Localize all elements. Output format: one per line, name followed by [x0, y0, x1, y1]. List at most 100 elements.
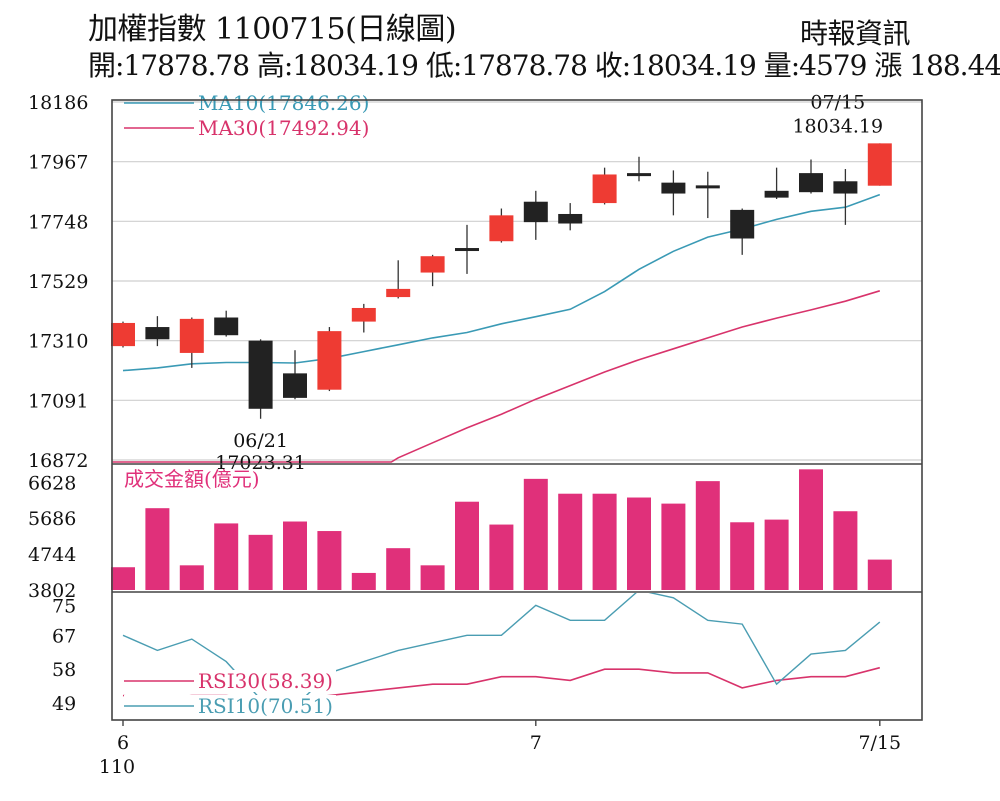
candle-23	[867, 143, 892, 186]
price-tick-label: 18186	[28, 92, 88, 114]
candle-body	[283, 373, 307, 398]
candle-13	[523, 190, 548, 240]
candle-17	[661, 170, 686, 216]
ohlc-stats: 開:17878.78 高:18034.19 低:17878.78 收:18034…	[88, 49, 1000, 82]
candle-7	[317, 327, 342, 392]
ma10-legend-label: MA10(17846.26)	[198, 91, 369, 115]
candle-body	[695, 185, 720, 189]
volume-bar-14	[558, 493, 583, 590]
candle-5	[248, 339, 273, 419]
volume-tick-label: 3802	[28, 580, 76, 602]
chart-frame	[111, 99, 923, 721]
candle-12	[489, 208, 514, 243]
rsi-tick-label: 49	[52, 693, 76, 715]
volume-title: 成交金額(億元)	[124, 467, 260, 491]
candle-16	[627, 156, 651, 182]
x-tick-label: 7/15	[858, 732, 901, 754]
candle-body	[592, 174, 617, 204]
candle-body	[351, 307, 376, 322]
grid-lines	[112, 101, 922, 461]
price-tick-label: 17967	[28, 152, 88, 174]
low-annotation-date: 06/21	[233, 430, 288, 452]
candle-4	[214, 310, 239, 337]
volume-tick-label: 4744	[28, 544, 76, 566]
price-panel: MA10(17846.26)MA30(17492.94) 06/2117023.3…	[111, 91, 892, 474]
candle-body	[730, 209, 755, 239]
candle-body	[867, 143, 892, 186]
volume-bar-11	[455, 501, 479, 590]
rsi10-legend-label: RSI10(70.51)	[198, 694, 333, 718]
source-label: 時報資訊	[800, 17, 911, 50]
rsi30-legend-label: RSI30(58.39)	[198, 669, 333, 693]
candle-body	[386, 288, 411, 298]
candle-body	[558, 213, 583, 224]
rsi-tick-label: 67	[52, 625, 76, 647]
volume-bar-22	[833, 511, 858, 590]
candle-body	[317, 331, 342, 390]
volume-bar-1	[111, 567, 135, 590]
volume-bar-2	[145, 508, 170, 590]
candle-19	[730, 208, 755, 255]
candle-15	[592, 167, 617, 205]
volume-bar-8	[351, 572, 376, 590]
volume-bar-3	[179, 565, 204, 590]
price-tick-label: 17748	[28, 211, 88, 233]
candle-6	[283, 350, 307, 400]
candle-body	[764, 190, 789, 198]
volume-panel: 成交金額(億元)	[111, 467, 892, 590]
rsi-panel: RSI30(58.39)RSI10(70.51)	[122, 593, 881, 718]
high-annotation-date: 07/15	[810, 91, 865, 113]
volume-bar-23	[867, 559, 892, 590]
volume-bar-19	[730, 522, 755, 590]
volume-bar-9	[386, 548, 411, 590]
candle-body	[145, 327, 170, 340]
volume-bar-15	[592, 493, 617, 590]
price-tick-label: 17310	[28, 331, 88, 353]
candle-body	[111, 322, 135, 347]
candle-2	[145, 316, 170, 347]
candle-body	[661, 182, 686, 194]
candle-11	[455, 224, 479, 274]
candle-21	[799, 159, 823, 194]
volume-bar-13	[523, 478, 548, 590]
candle-body	[248, 340, 273, 409]
volume-bar-7	[317, 531, 342, 590]
volume-bar-18	[695, 481, 720, 590]
candle-14	[558, 203, 583, 231]
candle-1	[111, 321, 135, 348]
rsi-legend-bg	[124, 670, 336, 692]
candle-body	[833, 181, 858, 194]
candle-20	[764, 167, 789, 199]
rsi-legend-bg	[124, 695, 336, 717]
chart-title: 加權指數 1100715(日線圖)	[88, 12, 457, 47]
volume-bar-5	[248, 534, 273, 590]
volume-bar-20	[764, 519, 789, 590]
candle-22	[833, 169, 858, 225]
rsi-tick-label: 75	[52, 595, 76, 617]
candle-18	[695, 171, 720, 219]
candle-body	[455, 248, 479, 252]
volume-bar-12	[489, 524, 514, 590]
price-tick-label: 16872	[28, 450, 88, 472]
x-sub-label: 110	[99, 756, 135, 778]
candle-8	[351, 303, 376, 333]
rsi-tick-label: 58	[52, 659, 76, 681]
candle-body	[799, 173, 823, 193]
volume-tick-label: 5686	[28, 508, 76, 530]
volume-bar-17	[661, 503, 686, 590]
volume-bar-6	[283, 521, 307, 590]
volume-bar-10	[420, 565, 445, 590]
candle-body	[420, 256, 445, 273]
high-annotation-value: 18034.19	[792, 115, 883, 137]
ma30-line	[112, 290, 881, 463]
candle-body	[214, 317, 239, 336]
candle-body	[489, 215, 514, 242]
price-tick-label: 17091	[28, 390, 88, 412]
volume-bar-16	[627, 497, 651, 590]
ma30-legend-label: MA30(17492.94)	[198, 116, 369, 140]
candle-9	[386, 260, 411, 299]
candle-body	[523, 201, 548, 223]
x-tick-label: 6	[117, 732, 129, 754]
x-tick-label: 7	[530, 732, 542, 754]
candle-body	[179, 318, 204, 353]
